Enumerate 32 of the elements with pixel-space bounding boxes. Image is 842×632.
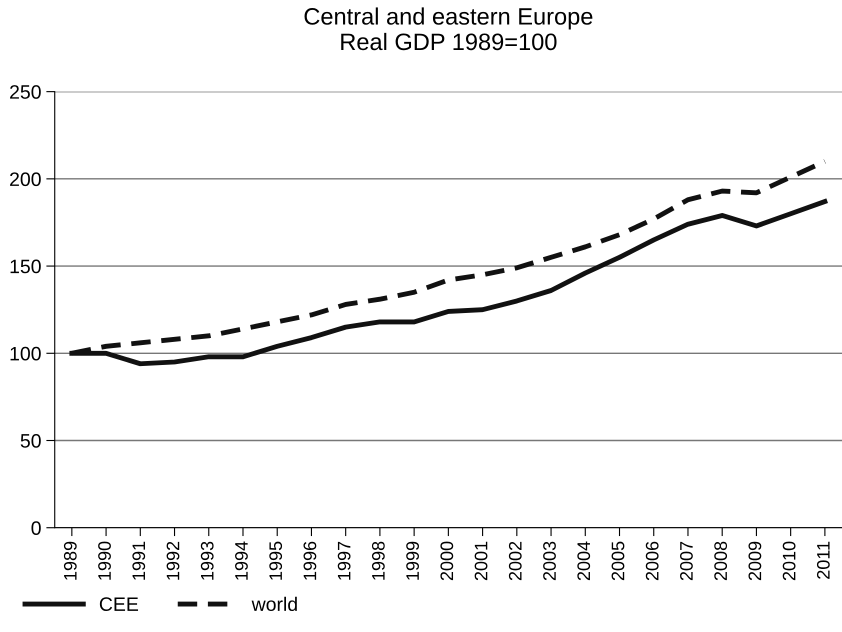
x-tick-label: 1997 bbox=[338, 542, 351, 580]
x-tick-label: 2004 bbox=[577, 541, 590, 580]
x-tick-label: 1989 bbox=[64, 542, 77, 580]
x-tick-label: 2003 bbox=[543, 542, 556, 580]
x-tick-label: 1993 bbox=[200, 542, 214, 580]
x-tick-label: 2002 bbox=[508, 542, 522, 580]
x-tick-label: 2010 bbox=[782, 542, 796, 580]
legend-label: CEE bbox=[100, 597, 138, 612]
x-tick-label: 2009 bbox=[748, 542, 762, 580]
x-tick-label: 1996 bbox=[304, 542, 316, 580]
x-tick-label: 2000 bbox=[440, 542, 454, 580]
x-tick-label: 2011 bbox=[816, 542, 830, 579]
x-tick-label: 1995 bbox=[269, 542, 282, 580]
x-tick-label: 2005 bbox=[612, 542, 624, 580]
x-tick-label: 1991 bbox=[132, 542, 146, 580]
y-tick-label: 50 bbox=[20, 434, 41, 448]
x-tick-label: 2001 bbox=[474, 542, 488, 580]
y-tick-label: 100 bbox=[10, 346, 41, 361]
x-tick-label: 1994 bbox=[235, 541, 248, 580]
legend-label: world bbox=[252, 596, 297, 612]
x-tick-label: 1990 bbox=[98, 542, 111, 580]
x-tick-label: 1992 bbox=[166, 542, 180, 580]
y-tick-label: 150 bbox=[10, 260, 41, 274]
x-tick-label: 2008 bbox=[714, 542, 728, 580]
x-tick-label: 1999 bbox=[406, 542, 419, 580]
y-tick-label: 200 bbox=[10, 172, 41, 186]
x-tick-label: 1998 bbox=[372, 542, 385, 580]
y-tick-label: 0 bbox=[31, 521, 41, 535]
y-tick-label: 250 bbox=[10, 85, 41, 99]
chart-title: Central and eastern Europe Real GDP 1989=100 bbox=[304, 7, 592, 50]
x-tick-label: 2006 bbox=[646, 542, 659, 580]
x-tick-label: 2007 bbox=[680, 542, 693, 580]
